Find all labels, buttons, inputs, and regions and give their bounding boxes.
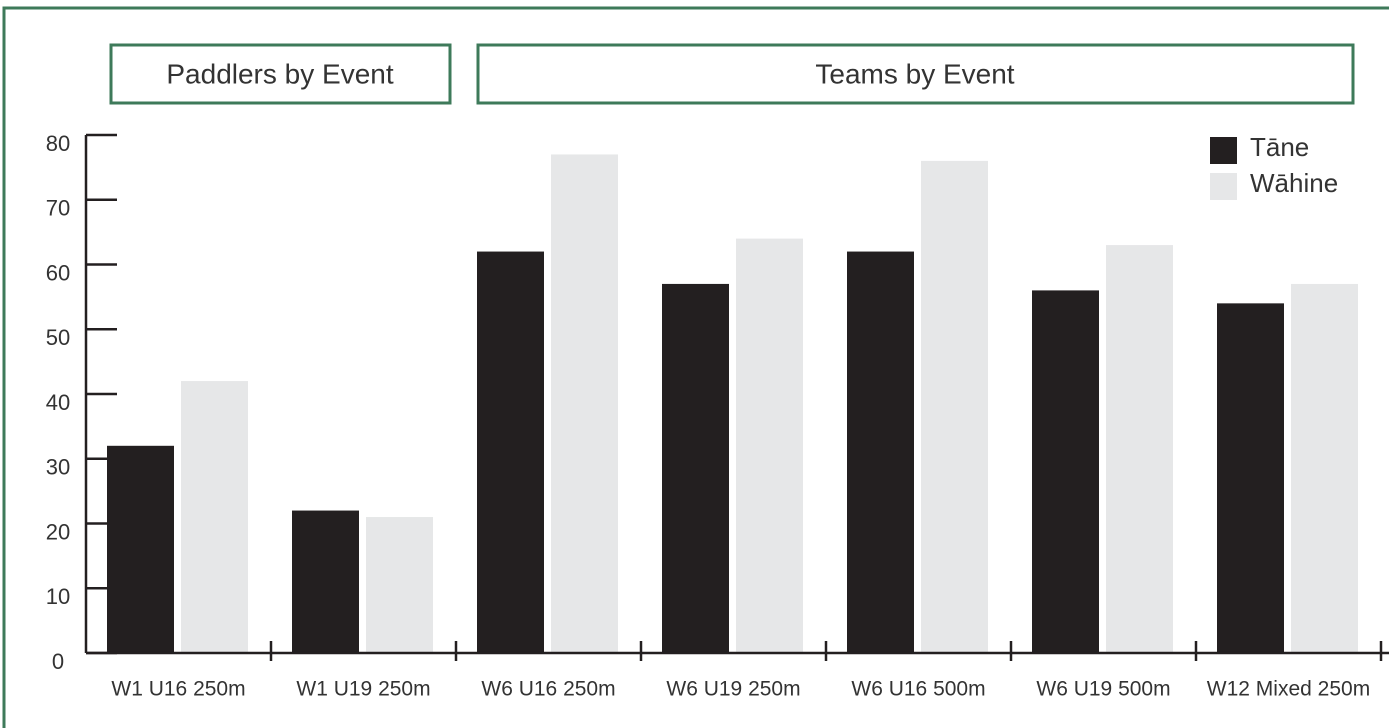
y-tick-label: 60	[46, 260, 70, 285]
bar	[477, 251, 544, 654]
group-label: Teams by Event	[815, 58, 1014, 89]
x-tick-label: W6 U16 500m	[851, 678, 985, 701]
legend-label: Tāne	[1250, 132, 1309, 162]
y-tick-label: 70	[46, 196, 70, 221]
bar	[181, 381, 248, 653]
bar	[736, 238, 803, 653]
bar	[107, 445, 174, 653]
bar	[551, 154, 618, 654]
legend-swatch	[1210, 173, 1237, 200]
bar	[921, 160, 988, 653]
y-tick-label: 30	[46, 455, 70, 480]
x-tick-label: W12 Mixed 250m	[1207, 678, 1370, 701]
bar	[1032, 290, 1099, 653]
bar	[662, 283, 729, 653]
legend-label: Wāhine	[1250, 168, 1338, 198]
y-tick-label: 0	[52, 649, 64, 674]
group-box	[476, 43, 1355, 105]
x-tick-label: W6 U19 250m	[666, 678, 800, 701]
x-tick-label: W1 U16 250m	[111, 678, 245, 701]
bar	[1217, 303, 1284, 653]
legend-swatch	[1210, 137, 1237, 164]
y-tick-label: 10	[46, 584, 70, 609]
y-tick-label: 20	[46, 519, 70, 544]
bar	[847, 251, 914, 654]
bar	[366, 517, 433, 653]
x-tick-label: W1 U19 250m	[296, 678, 430, 701]
group-box	[109, 43, 452, 105]
group-label: Paddlers by Event	[166, 58, 393, 89]
frame	[2, 6, 1389, 728]
bar	[1291, 283, 1358, 653]
y-tick-label: 50	[46, 325, 70, 350]
bar	[1106, 245, 1173, 653]
bar	[292, 510, 359, 653]
x-tick-label: W6 U19 500m	[1036, 678, 1170, 701]
y-tick-label: 40	[46, 390, 70, 415]
x-tick-label: W6 U16 250m	[481, 678, 615, 701]
y-tick-label: 80	[46, 131, 70, 156]
